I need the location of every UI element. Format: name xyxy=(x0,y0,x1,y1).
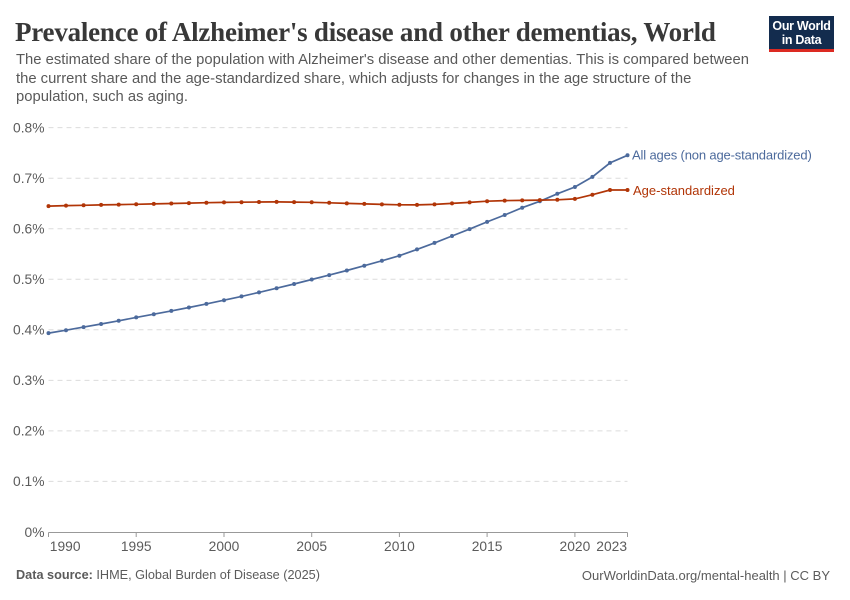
svg-text:2010: 2010 xyxy=(384,539,415,554)
svg-text:0.5%: 0.5% xyxy=(13,272,44,287)
svg-text:2015: 2015 xyxy=(472,539,503,554)
svg-text:0.1%: 0.1% xyxy=(13,474,44,489)
svg-text:2000: 2000 xyxy=(209,539,240,554)
svg-text:Age-standardized: Age-standardized xyxy=(633,183,735,198)
svg-text:2023: 2023 xyxy=(596,539,627,554)
svg-text:1995: 1995 xyxy=(121,539,152,554)
svg-text:0.3%: 0.3% xyxy=(13,373,44,388)
svg-text:0%: 0% xyxy=(25,525,45,540)
svg-text:0.6%: 0.6% xyxy=(13,222,44,237)
svg-text:1990: 1990 xyxy=(50,539,81,554)
svg-text:0.4%: 0.4% xyxy=(13,323,44,338)
svg-text:2020: 2020 xyxy=(560,539,591,554)
svg-text:0.8%: 0.8% xyxy=(13,120,44,135)
svg-text:All ages (non age-standardized: All ages (non age-standardized) xyxy=(632,148,812,163)
svg-text:2005: 2005 xyxy=(296,539,327,554)
svg-text:0.2%: 0.2% xyxy=(13,424,44,439)
svg-text:0.7%: 0.7% xyxy=(13,171,44,186)
